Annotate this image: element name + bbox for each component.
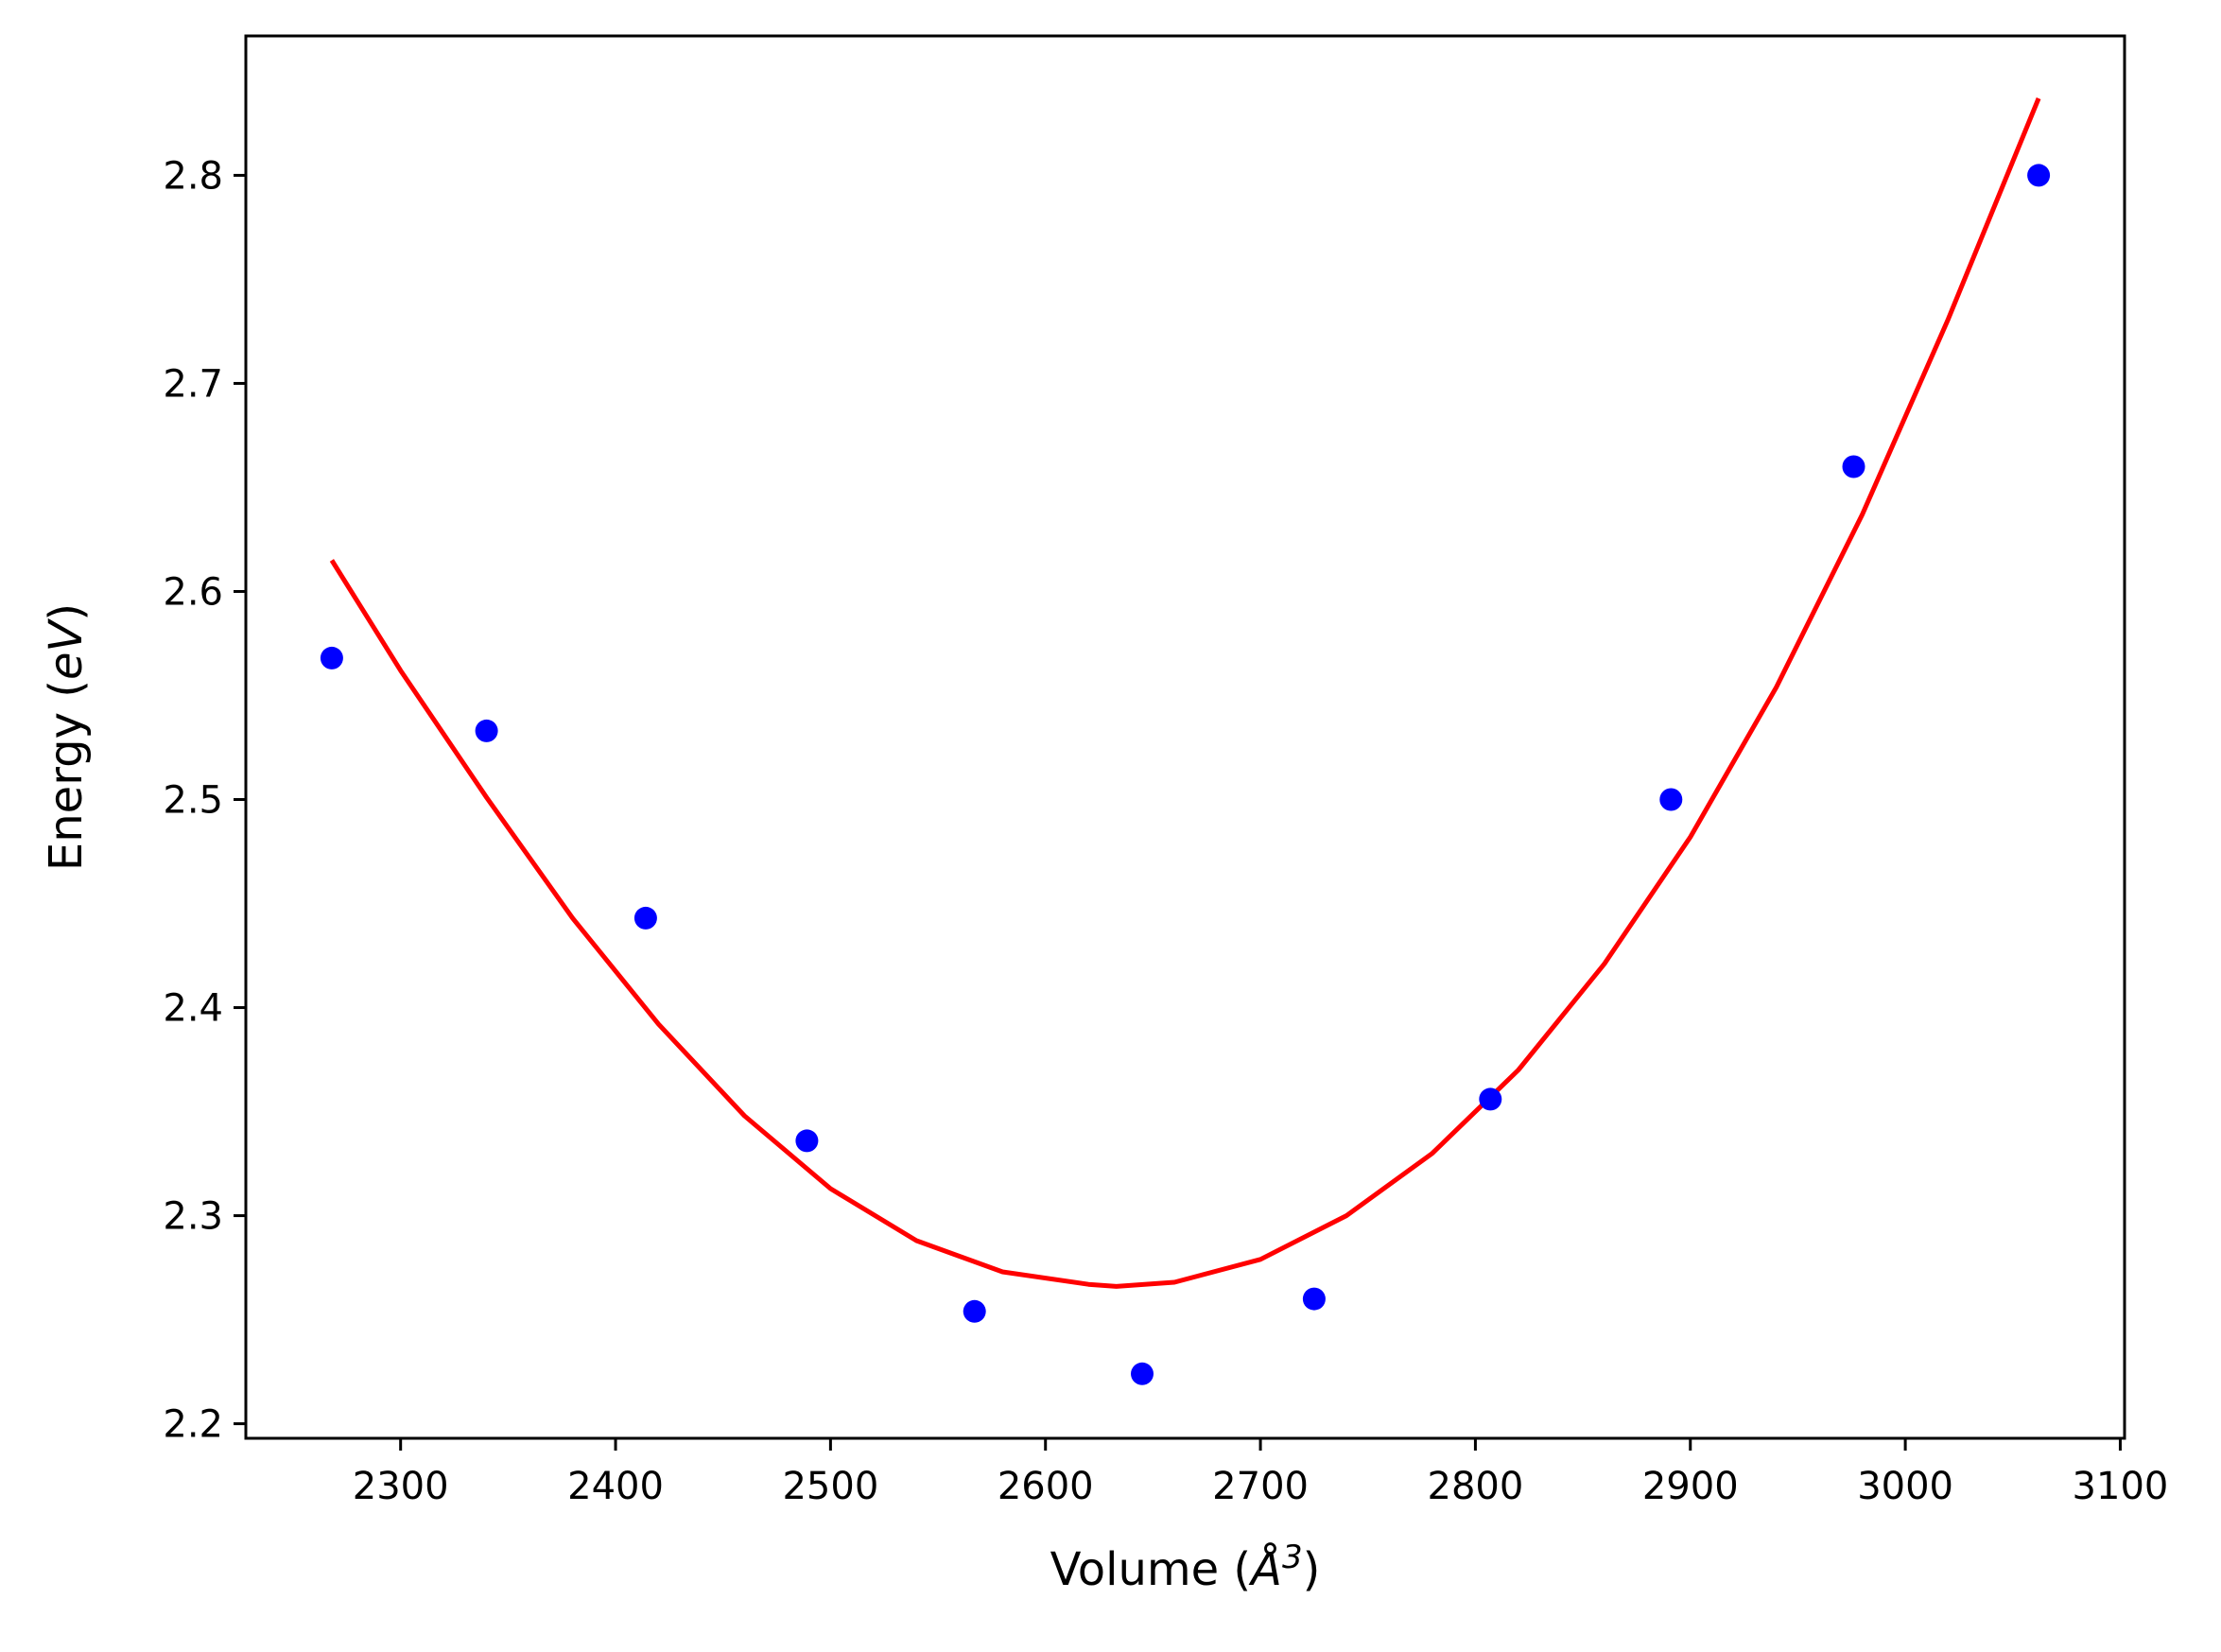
- data-point: [633, 906, 657, 930]
- x-tick-label: 3100: [2073, 1465, 2169, 1508]
- x-tick-label: 2800: [1428, 1465, 1524, 1508]
- x-tick-label: 2600: [998, 1465, 1094, 1508]
- data-point: [475, 719, 498, 742]
- y-tick-label: 2.6: [163, 570, 223, 614]
- x-axis-label: Volume (Å3): [1050, 1539, 1321, 1596]
- data-point: [963, 1299, 986, 1323]
- y-tick-label: 2.4: [163, 987, 223, 1031]
- data-point: [1479, 1087, 1502, 1111]
- y-tick-label: 2.2: [163, 1403, 223, 1447]
- x-tick-label: 2300: [353, 1465, 449, 1508]
- y-axis-ticks: 2.2 2.3 2.4 2.5 2.6 2.7 2.8: [163, 154, 246, 1447]
- data-point: [1302, 1287, 1326, 1311]
- y-tick-label: 2.5: [163, 779, 223, 823]
- data-point: [320, 646, 343, 669]
- y-tick-label: 2.7: [163, 362, 223, 406]
- x-tick-label: 3000: [1857, 1465, 1953, 1508]
- y-tick-label: 2.8: [163, 154, 223, 198]
- x-tick-label: 2700: [1212, 1465, 1309, 1508]
- data-point: [795, 1129, 819, 1153]
- plot-frame: [244, 34, 2126, 1440]
- data-point: [1659, 788, 1683, 811]
- plot-marks: [320, 97, 2051, 1385]
- x-tick-label: 2900: [1642, 1465, 1739, 1508]
- x-axis-ticks: 2300 2400 2500 2600 2700 2800 2900 3000 3100: [353, 1438, 2169, 1508]
- data-point: [2027, 164, 2051, 187]
- y-axis-label: Energy (eV): [40, 603, 93, 871]
- data-point: [1131, 1362, 1154, 1385]
- fit-curve: [329, 97, 2041, 1289]
- y-tick-label: 2.3: [163, 1195, 223, 1239]
- data-point: [1842, 455, 1865, 478]
- x-tick-label: 2400: [567, 1465, 664, 1508]
- x-tick-label: 2500: [782, 1465, 878, 1508]
